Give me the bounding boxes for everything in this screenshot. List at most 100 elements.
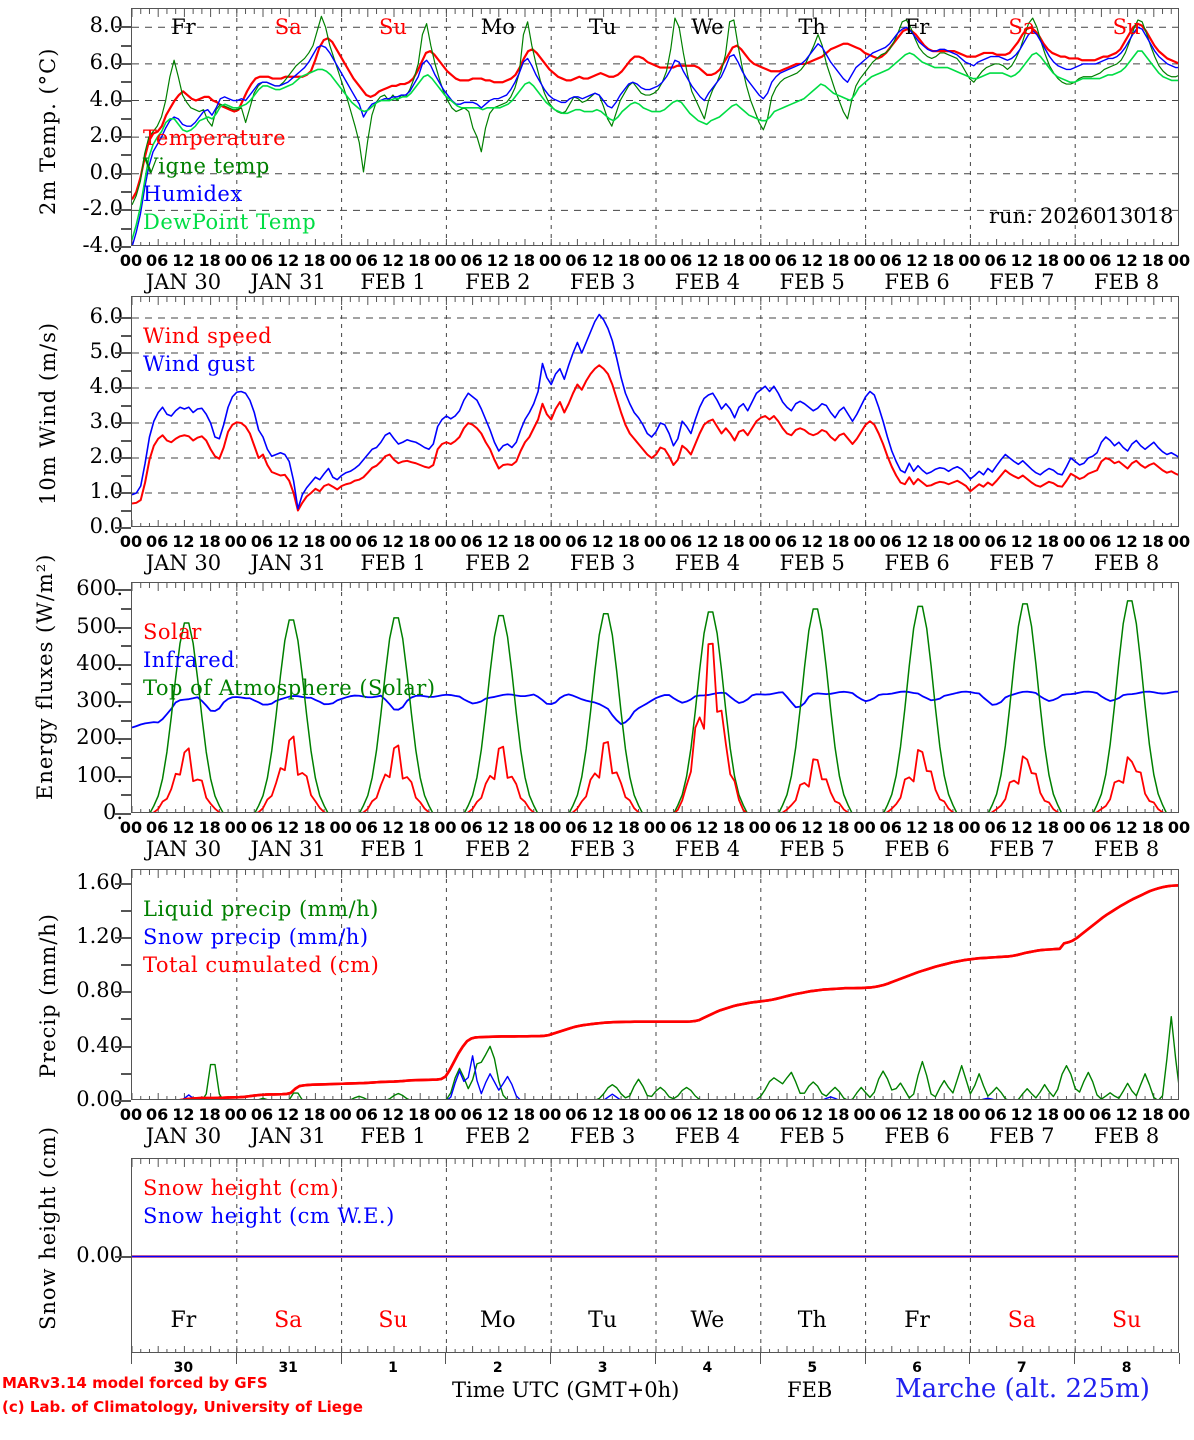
x-hour-label: 06 (879, 251, 902, 270)
y-tick-mark (115, 172, 131, 175)
x-hour-label: 12 (381, 818, 405, 837)
y-tick-label: 2.0 (89, 123, 123, 148)
y-tick-label: 100. (76, 762, 123, 787)
x-hour-label: 12 (381, 251, 405, 270)
x-hour-label: 00 (329, 818, 352, 837)
x-date-label: FEB 7 (989, 551, 1055, 575)
footer-copyright-line: (c) Lab. of Climatology, University of L… (2, 1398, 363, 1416)
x-date-label: JAN 31 (250, 1124, 326, 1148)
x-hour-label: 18 (303, 532, 326, 551)
x-hour-label: 18 (303, 818, 326, 837)
x-date-label: FEB 4 (674, 837, 741, 861)
x-hour-label: 18 (408, 532, 431, 551)
x-date-label: FEB 8 (1093, 270, 1160, 294)
x-hour-label: 06 (250, 532, 274, 551)
y-tick-label: -4.0 (82, 233, 124, 257)
x-hour-label: 18 (198, 1105, 221, 1124)
legend-item-wind-0: Wind speed (143, 324, 273, 348)
x-hour-label: 00 (1063, 532, 1086, 551)
x-hour-label: 18 (408, 1105, 431, 1124)
x-date-label: FEB 3 (569, 551, 636, 575)
y-tick-mark (115, 387, 131, 389)
y-tick-mark (115, 317, 131, 319)
y-axis-label-temperature: 2m Temp. (°C) (36, 47, 60, 215)
x-hour-label: 12 (801, 532, 824, 551)
x-date-label: FEB 8 (1093, 837, 1160, 861)
y-tick-label: 0.00 (76, 1242, 123, 1267)
x-hour-label: 06 (984, 1105, 1007, 1124)
legend-item-temperature-2: Humidex (143, 182, 243, 206)
x-hour-label: 12 (1010, 251, 1033, 270)
x-hour-label: 12 (486, 532, 509, 551)
x-hour-label: 00 (119, 818, 143, 837)
x-hour-label: 18 (932, 1105, 955, 1124)
day-name-label-top: Su (379, 15, 407, 39)
x-hour-label: 18 (827, 818, 850, 837)
series-canvas-precip (132, 870, 1178, 1099)
legend-item-precip-0: Liquid precip (mm/h) (143, 897, 379, 921)
day-number-label: 2 (492, 1360, 503, 1376)
x-date-label: JAN 31 (250, 270, 326, 294)
x-hour-label: 12 (1010, 818, 1033, 837)
x-hour-label: 12 (172, 1105, 195, 1124)
x-hour-label: 00 (853, 251, 876, 270)
bottom-axis-tick (340, 1353, 342, 1364)
series-canvas-energy_fluxes (132, 583, 1178, 812)
x-date-label: FEB 1 (360, 551, 426, 575)
x-hour-label: 00 (1063, 1105, 1086, 1124)
x-hour-label: 18 (198, 818, 221, 837)
y-minor-tick (121, 191, 131, 194)
y-minor-tick (121, 719, 131, 722)
x-hour-label: 18 (512, 818, 536, 837)
x-hour-label: 00 (748, 251, 771, 270)
x-hour-label: 00 (643, 532, 667, 551)
x-date-label: FEB 4 (674, 270, 741, 294)
x-date-label: FEB 4 (674, 1124, 741, 1148)
x-date-label: FEB 3 (569, 1124, 636, 1148)
y-tick-mark (115, 936, 131, 939)
x-hour-label: 18 (512, 251, 536, 270)
y-tick-mark (115, 62, 131, 65)
y-tick-label: 0.0 (89, 514, 123, 538)
x-hour-label: 00 (539, 818, 562, 837)
x-hour-label: 06 (1089, 532, 1112, 551)
y-tick-mark (115, 492, 131, 494)
x-hour-label: 18 (1036, 1105, 1060, 1124)
x-hour-label: 06 (670, 532, 693, 551)
bottom-axis-tick (445, 1353, 447, 1364)
series-canvas-snow_height (132, 1159, 1178, 1352)
x-hour-label: 06 (984, 532, 1007, 551)
y-minor-tick (121, 334, 131, 337)
y-tick-label: 0.40 (76, 1032, 123, 1057)
x-hour-label: 12 (381, 1105, 405, 1124)
day-name-label-top: Sa (274, 15, 302, 39)
y-minor-tick (121, 369, 131, 372)
x-hour-label: 00 (434, 1105, 457, 1124)
day-number-label: 31 (278, 1360, 298, 1376)
y-tick-label: 1.20 (76, 923, 123, 948)
x-hour-label: 12 (1115, 251, 1138, 270)
x-hour-label: 00 (748, 818, 771, 837)
x-hour-label: 00 (748, 532, 771, 551)
x-hour-label: 18 (932, 251, 955, 270)
x-date-label: FEB 7 (989, 837, 1055, 861)
x-hour-label: 12 (801, 818, 824, 837)
y-tick-mark (115, 738, 131, 741)
x-hour-label: 00 (119, 532, 143, 551)
y-tick-mark (115, 352, 131, 354)
x-hour-label: 00 (853, 818, 876, 837)
x-date-label: FEB 5 (779, 1124, 845, 1148)
x-hour-label: 06 (565, 1105, 588, 1124)
legend-item-precip-1: Snow precip (mm/h) (143, 925, 369, 949)
legend-item-energy_fluxes-0: Solar (143, 620, 202, 644)
day-name-label-top: Su (1112, 15, 1141, 39)
y-axis-label-energy_fluxes: Energy fluxes (W/m²) (33, 553, 57, 800)
x-hour-label: 06 (984, 818, 1007, 837)
x-hour-label: 06 (250, 1105, 274, 1124)
x-hour-label: 00 (958, 1105, 981, 1124)
legend-item-temperature-1: Vigne temp (143, 154, 270, 178)
x-hour-label: 00 (1063, 818, 1086, 837)
y-tick-label: 1.0 (89, 479, 123, 503)
y-tick-mark (115, 1255, 131, 1258)
x-date-label: FEB 2 (465, 1124, 531, 1148)
